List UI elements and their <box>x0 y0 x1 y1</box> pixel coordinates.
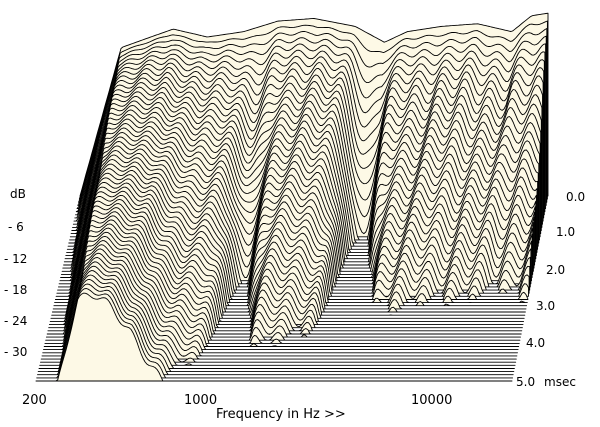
z-tick-label: 1.0 <box>556 225 575 239</box>
x-tick-label: 10000 <box>411 393 452 408</box>
slice-group <box>35 12 549 382</box>
z-tick-label: 4.0 <box>526 336 545 350</box>
y-tick-label: - 12 <box>4 252 27 266</box>
z-tick-label: 5.0 <box>516 375 535 389</box>
y-tick-label: - 24 <box>4 314 27 328</box>
y-tick-label: - 30 <box>4 345 27 359</box>
y-tick-label: - 18 <box>4 283 27 297</box>
x-tick-label: 1000 <box>184 393 217 408</box>
x-tick-label: 200 <box>22 393 47 408</box>
z-tick-label: 0.0 <box>566 190 585 204</box>
x-axis-label: Frequency in Hz >> <box>216 407 346 422</box>
z-axis-unit: msec <box>544 375 576 389</box>
decay-slice <box>35 292 513 382</box>
z-tick-label: 3.0 <box>536 299 555 313</box>
y-axis-label: dB <box>10 187 26 201</box>
decay-slice <box>41 257 518 357</box>
z-tick-label: 2.0 <box>546 263 565 277</box>
decay-slice <box>42 252 518 354</box>
y-tick-label: - 6 <box>8 220 24 234</box>
decay-slice <box>43 248 519 351</box>
axes-group: dB - 6 - 12 - 18 - 24 - 30 0.0 1.0 2.0 3… <box>4 187 585 422</box>
